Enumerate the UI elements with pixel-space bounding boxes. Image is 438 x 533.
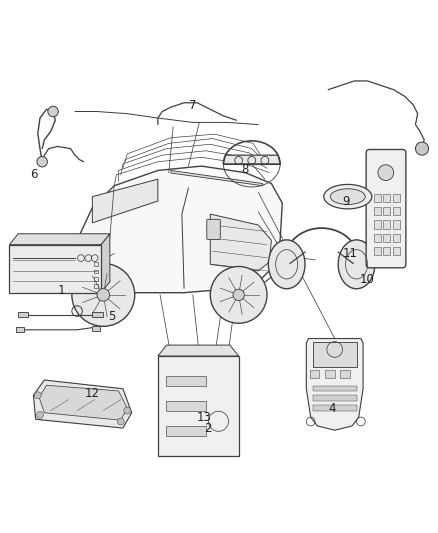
Circle shape [233, 289, 244, 301]
Bar [325, 370, 335, 378]
Bar [383, 207, 390, 215]
Text: 7: 7 [189, 99, 197, 112]
FancyBboxPatch shape [366, 149, 406, 268]
Bar [94, 270, 99, 273]
Bar [16, 327, 24, 333]
Bar [94, 284, 99, 288]
Polygon shape [223, 155, 280, 164]
Bar [313, 386, 357, 391]
Circle shape [36, 411, 43, 418]
Bar [392, 233, 400, 242]
Text: 11: 11 [343, 247, 357, 260]
FancyBboxPatch shape [158, 356, 239, 456]
Bar [392, 220, 400, 229]
FancyBboxPatch shape [207, 220, 220, 239]
Polygon shape [171, 171, 263, 185]
Ellipse shape [330, 189, 365, 205]
Ellipse shape [268, 240, 305, 289]
Circle shape [34, 392, 41, 399]
Text: 8: 8 [241, 163, 249, 176]
Bar [340, 370, 350, 378]
Circle shape [378, 165, 394, 181]
Bar [392, 193, 400, 202]
Circle shape [72, 263, 135, 326]
Bar [18, 312, 28, 317]
Bar [92, 326, 100, 331]
Polygon shape [210, 214, 272, 271]
Text: 1: 1 [58, 284, 66, 297]
Bar [392, 247, 400, 255]
Bar [374, 193, 381, 202]
Bar [313, 342, 357, 367]
Bar [166, 426, 206, 437]
Polygon shape [33, 380, 132, 428]
Bar [374, 220, 381, 229]
Polygon shape [158, 345, 239, 356]
Bar [313, 395, 357, 401]
Text: 9: 9 [342, 196, 350, 208]
Bar [374, 207, 381, 215]
Circle shape [37, 157, 47, 167]
Bar [94, 262, 99, 266]
Text: 5: 5 [108, 310, 116, 323]
Ellipse shape [324, 184, 372, 209]
Bar [374, 247, 381, 255]
Text: 6: 6 [30, 168, 37, 181]
Circle shape [416, 142, 428, 155]
Bar [166, 376, 206, 386]
Text: 4: 4 [329, 402, 336, 415]
Circle shape [97, 288, 110, 301]
Polygon shape [101, 234, 110, 293]
Polygon shape [306, 338, 363, 430]
Ellipse shape [338, 240, 375, 289]
Polygon shape [92, 179, 158, 223]
Bar [166, 401, 206, 411]
Text: 13: 13 [196, 410, 211, 424]
Text: 10: 10 [360, 273, 375, 286]
Bar [310, 370, 319, 378]
Text: 2: 2 [205, 422, 212, 434]
Bar [383, 220, 390, 229]
FancyBboxPatch shape [10, 245, 101, 293]
Polygon shape [10, 234, 110, 245]
Bar [94, 277, 99, 281]
Bar [92, 312, 103, 317]
Circle shape [48, 106, 58, 117]
Text: 12: 12 [85, 386, 100, 400]
Circle shape [117, 418, 124, 425]
Bar [374, 233, 381, 242]
Bar [383, 233, 390, 242]
Polygon shape [77, 166, 283, 293]
Bar [383, 247, 390, 255]
Bar [313, 405, 357, 410]
Polygon shape [39, 385, 127, 420]
Bar [383, 193, 390, 202]
Circle shape [124, 407, 131, 414]
Bar [392, 207, 400, 215]
Circle shape [210, 266, 267, 323]
